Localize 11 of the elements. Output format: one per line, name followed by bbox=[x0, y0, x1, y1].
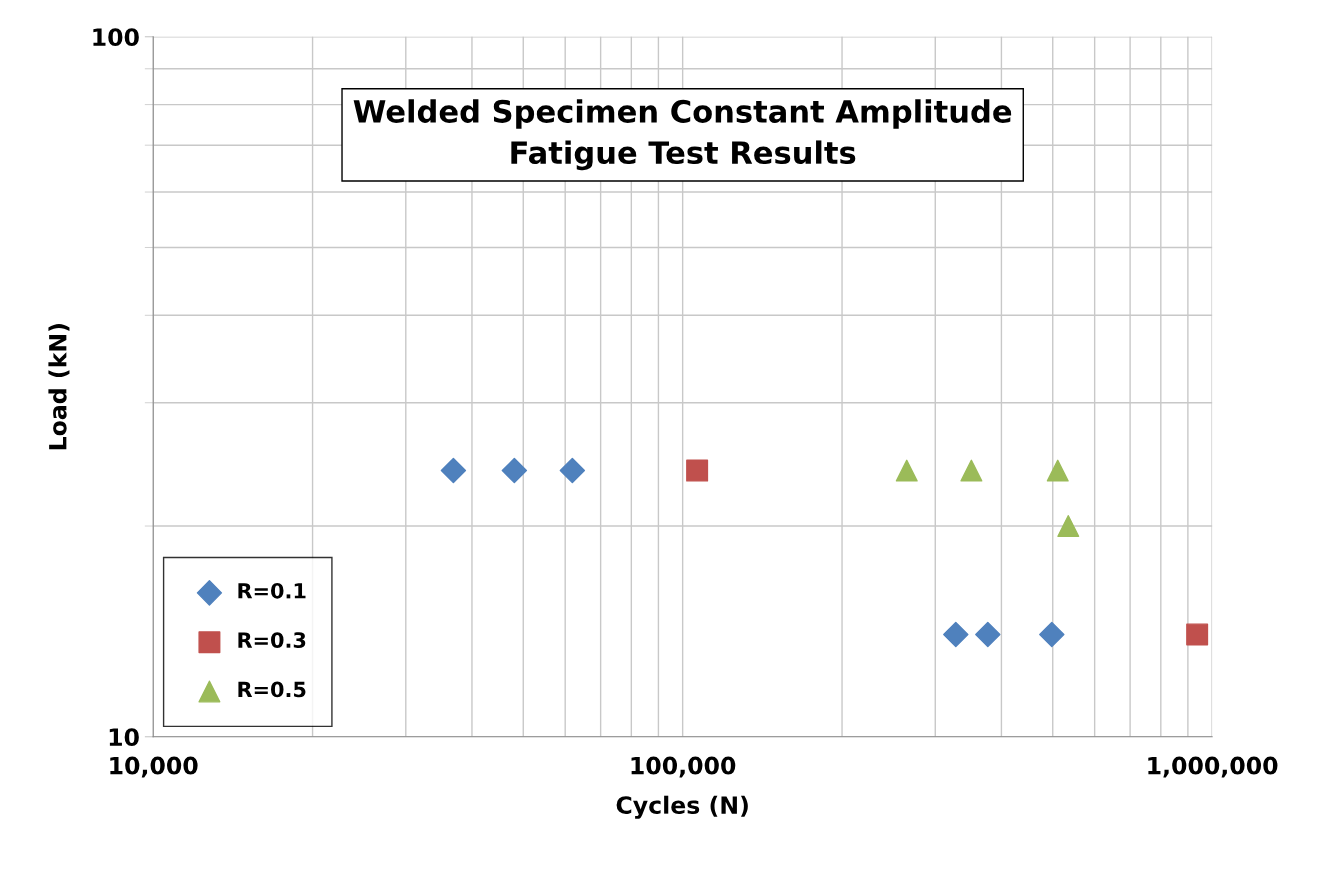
legend-label: R=0.5 bbox=[238, 681, 306, 698]
y-tick-label: 10 bbox=[109, 728, 139, 747]
y-axis-title: Load (kN) bbox=[48, 324, 70, 450]
x-axis-title: Cycles (N) bbox=[616, 795, 748, 819]
legend-label: R=0.1 bbox=[238, 582, 306, 599]
legend-label: R=0.3 bbox=[238, 632, 306, 648]
y-tick-label: 100 bbox=[93, 28, 139, 47]
x-tick-label: 100,000 bbox=[631, 756, 736, 778]
x-tick-label: 10,000 bbox=[110, 756, 198, 778]
x-tick-label: 1,000,000 bbox=[1148, 756, 1278, 778]
text: Welded Specimen Constant Amplitude Fatigue Test Results bbox=[353, 99, 1012, 171]
